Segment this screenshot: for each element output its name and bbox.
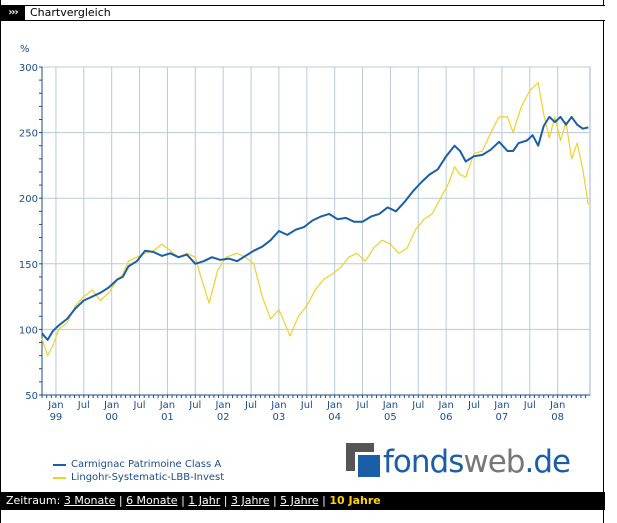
plot-frame [41,66,591,396]
x-tick-label: Jul [188,400,201,411]
x-tick-year-label: 06 [440,412,453,423]
x-tick-label: Jan [437,400,453,411]
chart-legend: Carmignac Patrimoine Class A Lingohr-Sys… [53,458,224,484]
x-tick-label: Jul [300,400,313,411]
period-option-3-jahre[interactable]: 3 Jahre [230,494,270,507]
period-option-3-monate[interactable]: 3 Monate [63,494,116,507]
y-tick-label: 150 [19,260,38,271]
period-separator: | [115,494,123,507]
y-axis-label: % [20,44,30,55]
legend-swatch [53,476,66,479]
x-tick-year-label: 01 [161,412,174,423]
x-tick-label: Jul [411,400,424,411]
panel-title: Chartvergleich [30,6,111,19]
x-tick-label: Jan [214,400,230,411]
series-line-carmignac-patrimoine-class-a [41,115,589,341]
x-tick-label: Jan [270,400,286,411]
period-separator: | [220,494,228,507]
period-separator: | [177,494,185,507]
x-tick-label: Jan [326,400,342,411]
x-tick-label: Jan [549,400,565,411]
logo-wordmark: fondsweb.de [383,444,571,480]
y-tick-label: 200 [19,194,38,205]
x-tick-label: Jul [244,400,257,411]
legend-label: Carmignac Patrimoine Class A [71,459,222,470]
period-option-10-jahre[interactable]: 10 Jahre [329,494,381,507]
period-separator: | [318,494,326,507]
legend-item-carmignac: Carmignac Patrimoine Class A [53,458,224,471]
legend-item-lingohr: Lingohr-Systematic-LBB-Invest [53,471,224,484]
x-tick-year-label: 99 [50,412,63,423]
panel-header: ››› Chartvergleich [1,5,605,21]
period-selector-bar: Zeitraum: 3 Monate | 6 Monate | 1 Jahr |… [1,492,605,510]
x-tick-year-label: 05 [384,412,397,423]
x-tick-year-label: 08 [551,412,564,423]
y-tick-label: 300 [19,63,38,74]
legend-swatch [53,463,66,466]
x-tick-label: Jan [493,400,509,411]
expand-arrows-icon[interactable]: ››› [1,6,25,20]
x-tick-label: Jan [103,400,119,411]
x-tick-label: Jul [77,400,90,411]
period-label: Zeitraum: [6,494,61,507]
x-tick-label: Jul [523,400,536,411]
x-tick-label: Jan [47,400,63,411]
x-tick-label: Jan [382,400,398,411]
period-option-1-jahr[interactable]: 1 Jahr [188,494,221,507]
period-separator: | [269,494,277,507]
x-tick-year-label: 07 [496,412,509,423]
y-tick-label: 250 [19,129,38,140]
x-tick-label: Jul [356,400,369,411]
legend-label: Lingohr-Systematic-LBB-Invest [71,472,225,483]
x-tick-year-label: 04 [328,412,341,423]
period-option-5-jahre[interactable]: 5 Jahre [280,494,319,507]
series-line-lingohr-systematic-lbb-invest [41,82,589,357]
chart-grid [41,66,591,396]
fondsweb-logo: fondsweb.de [346,443,571,483]
x-tick-year-label: 03 [273,412,286,423]
period-option-6-monate[interactable]: 6 Monate [126,494,178,507]
x-tick-year-label: 02 [217,412,230,423]
chart-series [41,82,589,357]
y-tick-label: 100 [19,325,38,336]
logo-mark-icon-front [355,452,380,477]
x-tick-label: Jul [133,400,146,411]
x-tick-label: Jul [467,400,480,411]
y-tick-label: 50 [25,391,38,402]
x-tick-label: Jan [159,400,175,411]
x-tick-year-label: 00 [105,412,118,423]
